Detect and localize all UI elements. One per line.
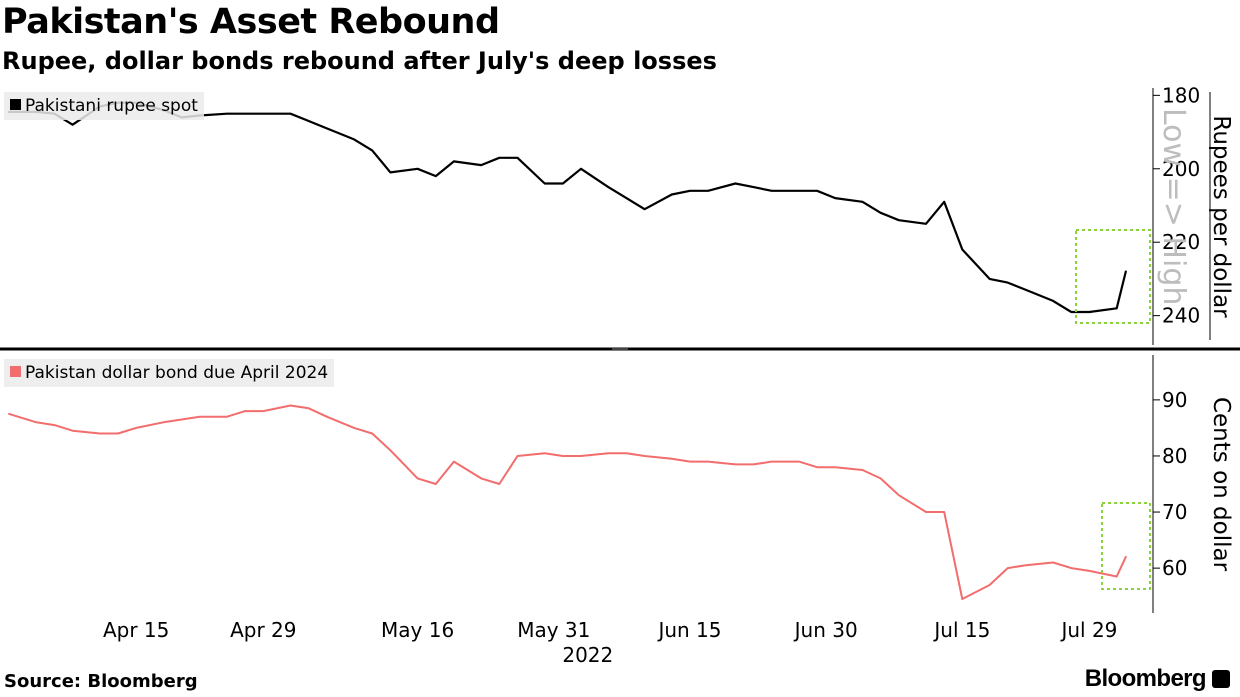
bottom-panel: 60 70 80 90 Cents on dollar: [8, 355, 1234, 613]
x-tick-label: May 31: [517, 618, 590, 642]
rupee-y-axis-label: Rupees per dollar: [1208, 115, 1234, 318]
legend-bond-swatch: [10, 366, 21, 377]
overlays: [0, 229, 1240, 590]
x-tick-label: Jun 30: [793, 618, 858, 642]
highlight-box-bond: [1101, 502, 1151, 590]
x-tick-label: Jul 29: [1059, 618, 1117, 642]
chart-subtitle: Rupee, dollar bonds rebound after July's…: [2, 47, 717, 75]
x-axis-year-label: 2022: [562, 643, 613, 667]
chart-title: Pakistan's Asset Rebound: [2, 2, 500, 42]
rupee-series-line: [8, 101, 1127, 314]
source-note: Source: Bloomberg: [4, 671, 198, 692]
brand-name: Bloomberg: [1084, 665, 1207, 692]
bond-y-tick-label: 70: [1162, 500, 1187, 524]
x-tick-label: Jul 15: [932, 618, 990, 642]
brand-logo: Bloomberg: [1085, 665, 1230, 693]
x-axis: Apr 15 Apr 29 May 16 May 31 Jun 15 Jun 30 Jul …: [103, 618, 1117, 667]
rupee-y-tick-label: 240: [1162, 304, 1200, 328]
legend-bond: Pakistan dollar bond due April 2024: [4, 359, 335, 387]
x-tick-label: Apr 29: [230, 618, 296, 642]
bloomberg-terminal-icon: [1212, 670, 1230, 688]
bond-y-axis-label: Cents on dollar: [1208, 397, 1234, 572]
bond-y-tick-label: 90: [1162, 388, 1187, 412]
x-tick-label: Jun 15: [656, 618, 721, 642]
bond-y-tick-label: 80: [1162, 444, 1187, 468]
legend-rupee-swatch: [10, 99, 21, 110]
x-tick-label: Apr 15: [103, 618, 169, 642]
rupee-y-tick-label: 180: [1162, 83, 1200, 107]
bond-y-tick-label: 60: [1162, 556, 1187, 580]
x-tick-label: May 16: [381, 618, 454, 642]
bond-series-line: [8, 404, 1127, 600]
legend-rupee-label: Pakistani rupee spot: [25, 96, 198, 116]
highlight-box-rupee: [1075, 229, 1151, 324]
low-high-watermark: Low => High: [1156, 108, 1191, 305]
rupee-y-tick-label: 220: [1162, 230, 1200, 254]
legend-rupee: Pakistani rupee spot: [4, 92, 204, 120]
rupee-y-tick-label: 200: [1162, 157, 1200, 181]
legend-bond-label: Pakistan dollar bond due April 2024: [25, 363, 329, 383]
